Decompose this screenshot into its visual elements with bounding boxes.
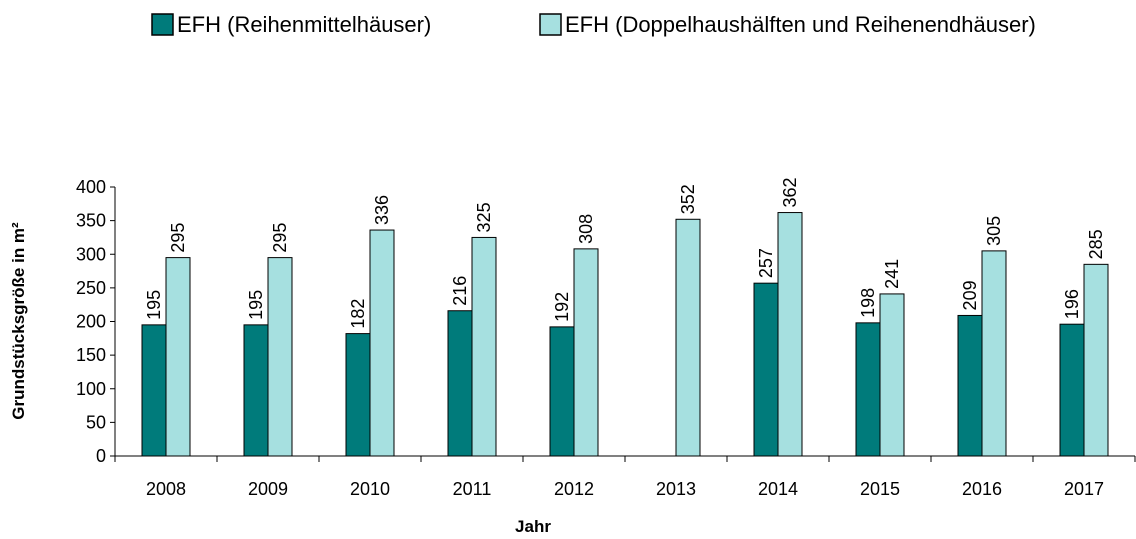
value-label: 362	[780, 178, 800, 208]
value-label: 305	[984, 216, 1004, 246]
y-tick-label: 400	[76, 177, 106, 197]
bar	[243, 324, 269, 457]
y-tick-label: 350	[76, 211, 106, 231]
bar	[1083, 263, 1109, 457]
y-tick-label: 250	[76, 278, 106, 298]
x-tick-label: 2010	[350, 479, 390, 499]
x-tick-label: 2017	[1064, 479, 1104, 499]
y-tick-label: 100	[76, 379, 106, 399]
value-label: 195	[246, 290, 266, 320]
value-label: 295	[270, 223, 290, 253]
value-label: 196	[1062, 289, 1082, 319]
x-tick-label: 2008	[146, 479, 186, 499]
bar	[549, 326, 575, 457]
x-axis-title: Jahr	[515, 517, 551, 536]
bar	[345, 333, 371, 457]
y-tick-label: 150	[76, 345, 106, 365]
y-tick-label: 200	[76, 312, 106, 332]
bar	[981, 250, 1007, 457]
bar	[267, 257, 293, 457]
value-label: 308	[576, 214, 596, 244]
value-label: 195	[144, 290, 164, 320]
value-label: 325	[474, 202, 494, 232]
y-tick-label: 300	[76, 244, 106, 264]
value-label: 336	[372, 195, 392, 225]
x-tick-label: 2016	[962, 479, 1002, 499]
bar	[675, 218, 701, 457]
value-label: 192	[552, 292, 572, 322]
x-tick-label: 2012	[554, 479, 594, 499]
x-tick-label: 2014	[758, 479, 798, 499]
x-tick-label: 2009	[248, 479, 288, 499]
value-label: 352	[678, 184, 698, 214]
bar	[141, 324, 167, 457]
bar	[855, 322, 881, 457]
bar	[369, 229, 395, 457]
bar	[1059, 323, 1085, 457]
y-tick-label: 0	[96, 446, 106, 466]
bar	[753, 282, 779, 457]
x-tick-label: 2013	[656, 479, 696, 499]
legend-label: EFH (Reihenmittelhäuser)	[177, 12, 431, 37]
y-tick-label: 50	[86, 412, 106, 432]
legend-label: EFH (Doppelhaushälften und Reihenendhäus…	[565, 12, 1036, 37]
bar	[165, 257, 191, 457]
value-label: 209	[960, 280, 980, 310]
x-tick-label: 2015	[860, 479, 900, 499]
legend-swatch	[151, 13, 174, 36]
x-tick-label: 2011	[453, 479, 492, 499]
bar	[879, 293, 905, 457]
y-axis-title: Grundstücksgröße in m²	[9, 222, 28, 420]
bar	[777, 212, 803, 457]
legend-swatch	[539, 13, 562, 36]
bar	[573, 248, 599, 457]
value-label: 257	[756, 248, 776, 278]
value-label: 198	[858, 288, 878, 318]
value-label: 216	[450, 276, 470, 306]
value-label: 241	[882, 259, 902, 289]
value-label: 182	[348, 299, 368, 329]
bar	[957, 314, 983, 457]
value-label: 285	[1086, 229, 1106, 259]
value-label: 295	[168, 223, 188, 253]
bar	[447, 310, 473, 457]
bar	[471, 236, 497, 457]
